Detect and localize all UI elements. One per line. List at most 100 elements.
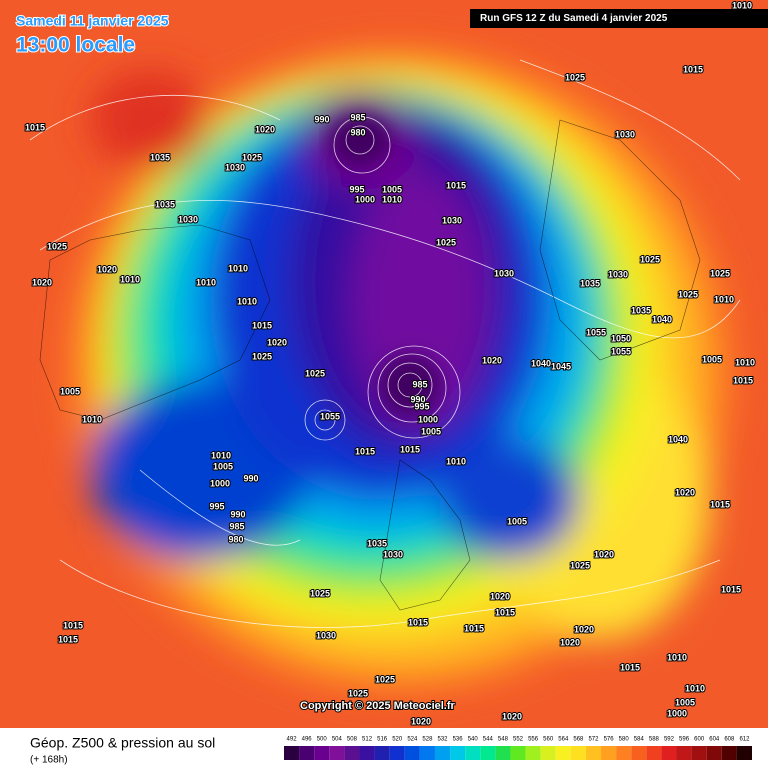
isobar-label: 1015 (446, 180, 466, 190)
scale-label: 608 (724, 737, 735, 743)
isobar-label: 1055 (586, 327, 606, 337)
isobar-label: 1030 (442, 215, 462, 225)
isobar-label: 1020 (267, 337, 287, 347)
scale-swatch (525, 746, 541, 760)
scale-label: 580 (619, 737, 630, 743)
scale-label: 592 (664, 737, 675, 743)
isobar-label: 1025 (252, 351, 272, 361)
isobar-label: 1025 (678, 289, 698, 299)
isobar-label: 1015 (683, 64, 703, 74)
isobar-label: 1040 (652, 314, 672, 324)
isobar-label: 1015 (25, 122, 45, 132)
scale-swatch (359, 746, 375, 760)
scale-swatch (570, 746, 586, 760)
scale-label: 552 (513, 737, 524, 743)
isobar-label: 1025 (310, 588, 330, 598)
isobar-label: 985 (229, 521, 244, 531)
scale-swatch (329, 746, 345, 760)
isobar-label: 1030 (494, 268, 514, 278)
scale-swatch (616, 746, 632, 760)
isobars (29, 59, 741, 628)
scale-swatch (389, 746, 405, 760)
scale-label: 540 (468, 737, 479, 743)
isobar-label: 1025 (375, 674, 395, 684)
isobar-label: 1005 (382, 184, 402, 194)
scale-label: 516 (377, 737, 388, 743)
height-field (0, 0, 768, 728)
isobar-label: 985 (350, 112, 365, 122)
scale-label: 600 (694, 737, 705, 743)
isobar-label: 1015 (710, 499, 730, 509)
isobar-label: 1010 (735, 357, 755, 367)
scale-swatch (495, 746, 511, 760)
scale-label: 596 (679, 737, 690, 743)
isobar-label: 1030 (178, 214, 198, 224)
scale-label: 532 (438, 737, 449, 743)
isobar-label: 1025 (640, 254, 660, 264)
isobar-label: 1010 (667, 652, 687, 662)
isobar-label: 1035 (150, 152, 170, 162)
scale-label: 564 (558, 737, 569, 743)
scale-label: 504 (332, 737, 343, 743)
isobar-label: 1020 (32, 277, 52, 287)
isobar-label: 1020 (560, 637, 580, 647)
coastlines (39, 119, 701, 611)
isobar-label: 1015 (400, 444, 420, 454)
isobar-label: 1005 (60, 386, 80, 396)
isobar-label: 1025 (710, 268, 730, 278)
isobar-label: 1010 (446, 456, 466, 466)
isobar-label: 995 (349, 184, 364, 194)
isobar-label: 1000 (355, 194, 375, 204)
scale-swatch (374, 746, 390, 760)
isobar-label: 1030 (316, 630, 336, 640)
isobar-label: 1030 (383, 549, 403, 559)
scale-label: 508 (347, 737, 358, 743)
scale-label: 528 (422, 737, 433, 743)
scale-swatch (419, 746, 435, 760)
isobar-label: 1000 (210, 478, 230, 488)
scale-label: 548 (498, 737, 509, 743)
run-box (470, 9, 768, 28)
scale-label: 568 (573, 737, 584, 743)
scale-label: 560 (543, 737, 554, 743)
scale-swatch (585, 746, 602, 760)
isobar-label: 980 (350, 127, 365, 137)
isobar-label: 1010 (82, 414, 102, 424)
isobar-label: 990 (243, 473, 258, 483)
isobar-label: 1055 (611, 346, 631, 356)
isobar-label: 1040 (531, 358, 551, 368)
isobar-label: 1020 (574, 624, 594, 634)
scale-label: 492 (287, 737, 298, 743)
scale-label: 544 (483, 737, 494, 743)
scale-swatch (314, 746, 330, 760)
isobar-label: 1015 (620, 662, 640, 672)
scale-swatch (661, 746, 677, 760)
isobar-label: 1005 (675, 697, 695, 707)
isobar-label: 1015 (495, 607, 515, 617)
isobar-label: 1015 (721, 584, 741, 594)
isobar-label: 1015 (464, 623, 484, 633)
isobar-label: 1015 (58, 634, 78, 644)
isobar-label: 1030 (615, 129, 635, 139)
scale-label: 576 (604, 737, 615, 743)
scale-swatch (540, 746, 556, 760)
scale-swatch (601, 746, 617, 760)
isobar-label: 1015 (63, 620, 83, 630)
scale-label: 496 (302, 737, 313, 743)
isobar-label: 1005 (421, 426, 441, 436)
scale-label: 604 (709, 737, 720, 743)
time: 13:00 locale (16, 34, 135, 57)
isobar-label: 995 (414, 401, 429, 411)
isobar-label: 1005 (702, 354, 722, 364)
isobar-label: 1055 (320, 411, 340, 421)
isobar-label: 1015 (252, 320, 272, 330)
copyright: Copyright © 2025 Meteociel.fr (300, 700, 456, 712)
scale-swatch (284, 746, 300, 760)
scale-swatch (721, 746, 737, 760)
isobar-label: 1020 (482, 355, 502, 365)
isobar-label: 1010 (714, 294, 734, 304)
isobar-label: 1000 (667, 708, 687, 718)
scale-label: 612 (739, 737, 750, 743)
isobar-label: 1005 (213, 461, 233, 471)
